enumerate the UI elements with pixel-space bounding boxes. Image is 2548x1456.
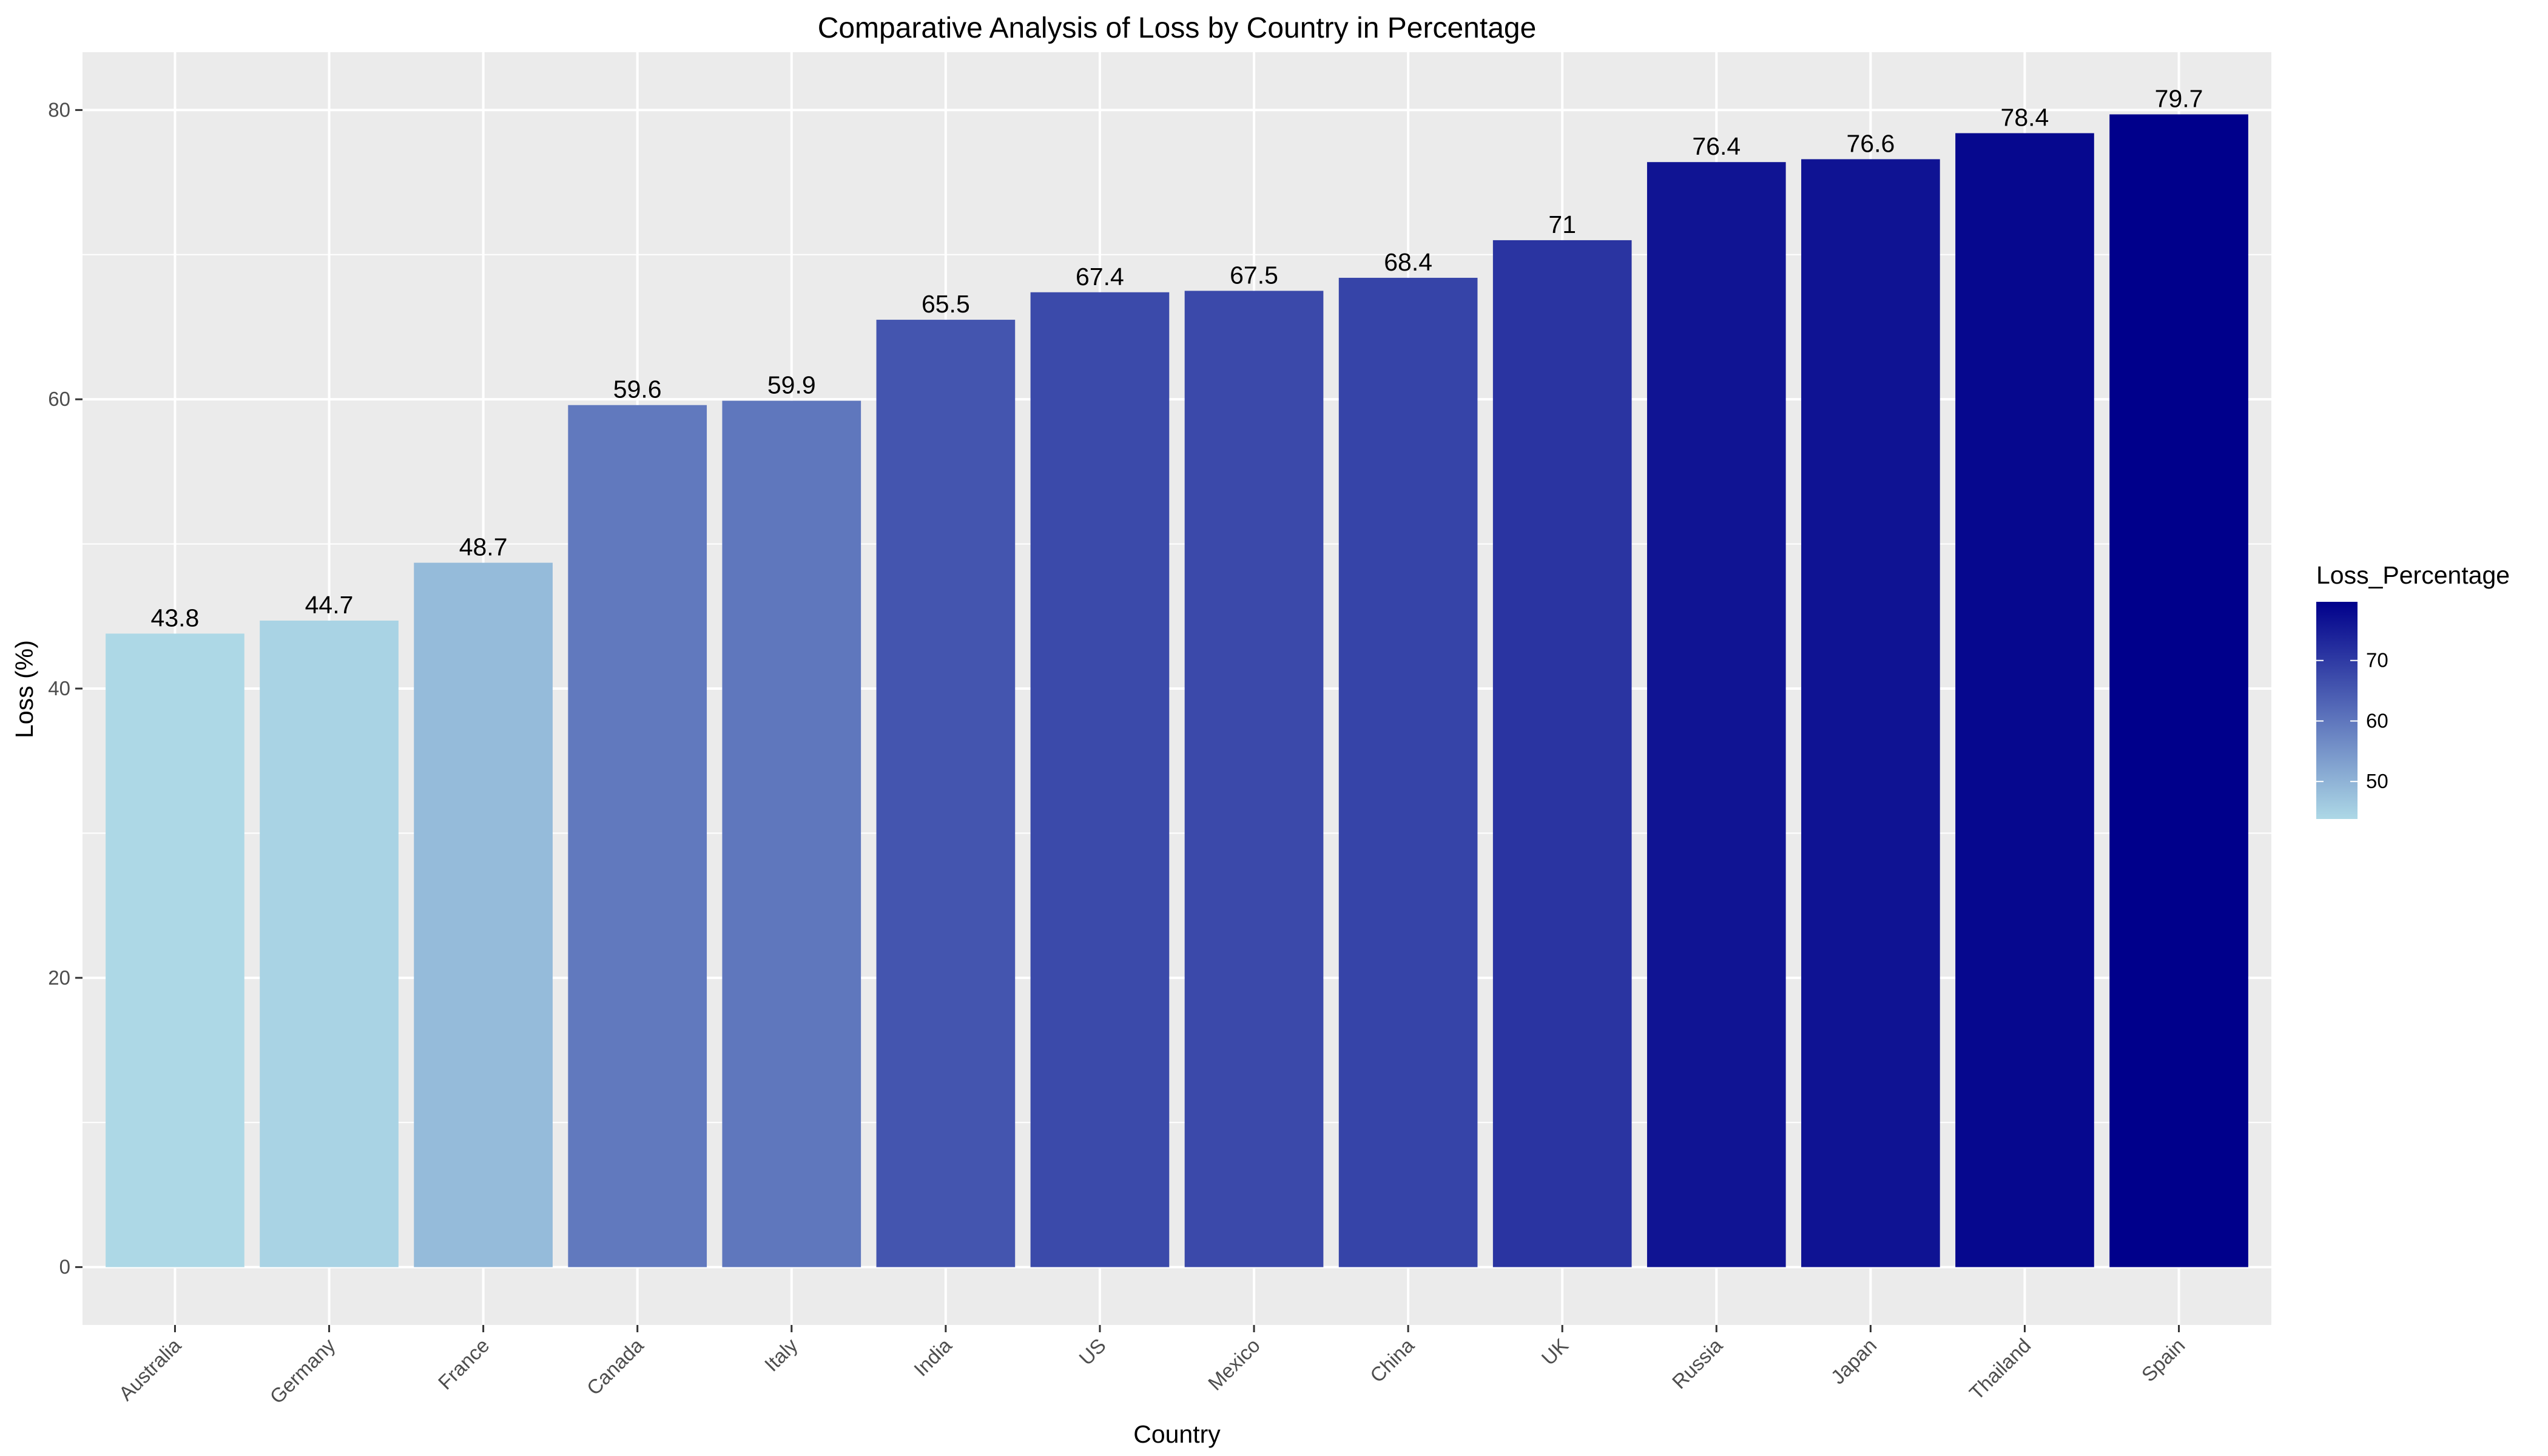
legend-tick-label: 70 [2366, 649, 2388, 672]
bar-value-label: 44.7 [305, 591, 354, 619]
y-axis: 0 20 40 60 80 [48, 98, 83, 1278]
bars [106, 114, 2248, 1267]
bar-value-label: 48.7 [459, 533, 508, 561]
x-tick-label: India [909, 1333, 956, 1380]
y-axis-title: Loss (%) [10, 640, 38, 738]
legend-tick-label: 50 [2366, 770, 2388, 792]
x-axis-title: Country [1133, 1420, 1221, 1448]
x-tick-label: Canada [582, 1333, 648, 1399]
y-tick-label: 40 [48, 677, 70, 699]
bar-value-label: 78.4 [2001, 104, 2049, 132]
bar [106, 633, 244, 1267]
y-tick-label: 20 [48, 966, 70, 989]
y-tick-label: 0 [59, 1256, 70, 1278]
x-axis: Australia Germany France Canada Italy India US… [114, 1325, 2189, 1408]
x-tick-label: US [1074, 1334, 1110, 1370]
x-tick-label: Spain [2137, 1334, 2189, 1386]
bar-value-label: 68.4 [1384, 248, 1432, 276]
bar [1030, 292, 1170, 1267]
x-tick-label: Italy [760, 1333, 802, 1375]
bar-value-label: 76.6 [1846, 129, 1895, 157]
bar [568, 405, 707, 1267]
x-tick-label: France [434, 1334, 494, 1394]
x-tick-label: Mexico [1204, 1334, 1264, 1395]
chart-title: Comparative Analysis of Loss by Country … [818, 12, 1537, 44]
bar [1955, 133, 2094, 1267]
bar [1338, 277, 1478, 1267]
x-tick-label: China [1366, 1333, 1419, 1387]
bar [1646, 162, 1786, 1267]
x-tick-label: UK [1537, 1334, 1573, 1370]
bar [1184, 291, 1324, 1267]
x-tick-label: Australia [114, 1333, 185, 1404]
bar [2109, 114, 2248, 1267]
color-legend: Loss_Percentage 50 60 70 [2316, 561, 2510, 819]
bar-value-label: 76.4 [1692, 132, 1741, 160]
x-tick-label: Germany [265, 1333, 339, 1407]
bar-value-label: 79.7 [2155, 85, 2203, 113]
bar-value-label: 67.4 [1076, 263, 1124, 291]
bar-value-label: 67.5 [1230, 261, 1278, 289]
bar-value-label: 43.8 [151, 604, 200, 632]
x-tick-label: Thailand [1965, 1334, 2035, 1404]
y-tick-label: 60 [48, 388, 70, 410]
bar [722, 400, 861, 1267]
bar [876, 320, 1016, 1267]
bar [414, 562, 553, 1267]
legend-title: Loss_Percentage [2316, 561, 2510, 589]
bar [1801, 159, 1940, 1267]
legend-tick-label: 60 [2366, 709, 2388, 732]
x-tick-label: Russia [1668, 1333, 1727, 1393]
y-tick-label: 80 [48, 98, 70, 121]
data-labels: 43.8 44.7 48.7 59.6 59.9 65.5 67.4 67.5 68.4 71 76… [151, 85, 2203, 632]
bar [1492, 240, 1632, 1267]
bar-value-label: 65.5 [922, 290, 970, 318]
bar [260, 620, 399, 1267]
x-tick-label: Japan [1827, 1334, 1881, 1389]
bar-value-label: 59.6 [613, 376, 662, 403]
legend-color-bar [2316, 602, 2358, 819]
bar-value-label: 59.9 [767, 371, 816, 399]
bar-value-label: 71 [1548, 211, 1576, 238]
